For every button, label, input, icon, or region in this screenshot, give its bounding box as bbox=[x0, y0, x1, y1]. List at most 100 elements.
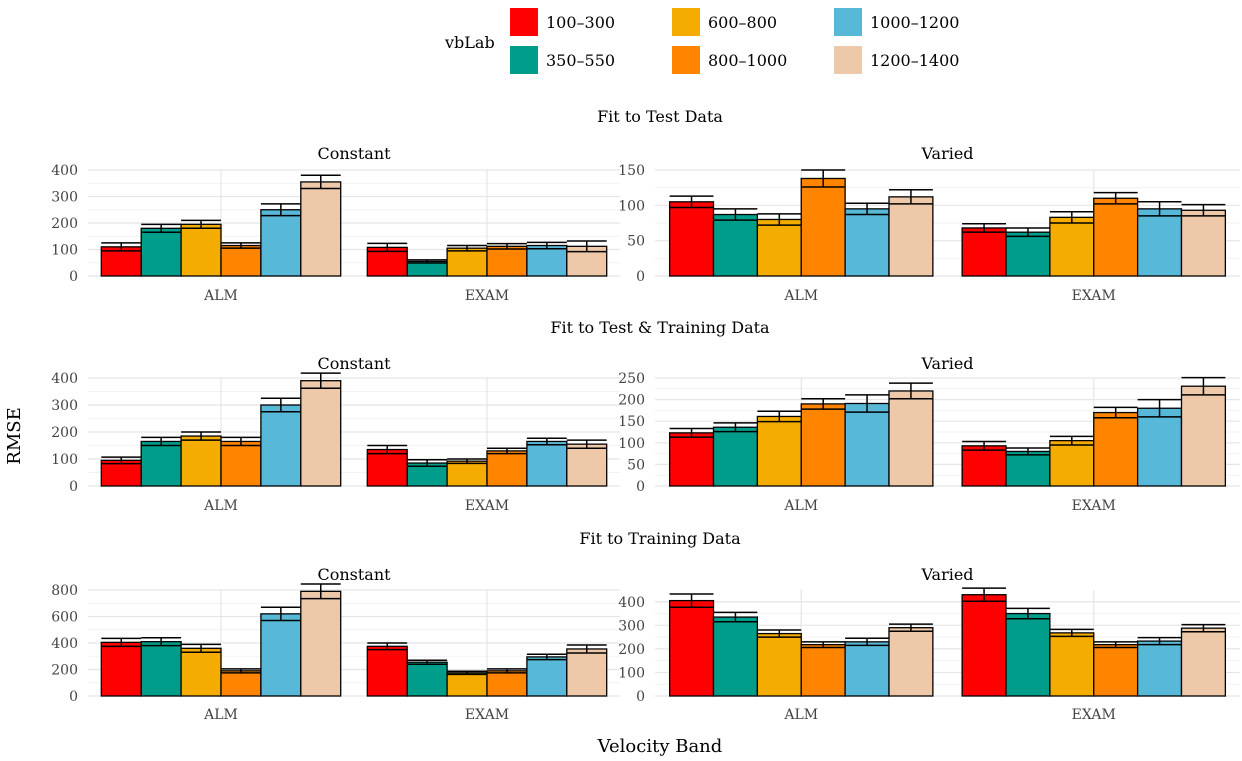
bar-exam-1 bbox=[962, 446, 1006, 486]
bar-alm-2 bbox=[714, 427, 758, 486]
y-tick-label: 0 bbox=[69, 689, 78, 705]
bar-alm-3 bbox=[181, 648, 221, 696]
bar-exam-2 bbox=[1006, 451, 1050, 486]
y-tick-label: 300 bbox=[618, 618, 645, 634]
bar-exam-1 bbox=[367, 450, 407, 486]
bar-exam-2 bbox=[1006, 232, 1050, 276]
y-tick-label: 100 bbox=[618, 436, 645, 452]
y-tick-label: 150 bbox=[618, 163, 645, 179]
x-tick-label-alm: ALM bbox=[203, 707, 238, 723]
legend-label-4: 800–1000 bbox=[708, 51, 787, 70]
x-tick-label-exam: EXAM bbox=[1072, 288, 1116, 304]
bar-exam-3 bbox=[1050, 633, 1094, 696]
x-tick-label-alm: ALM bbox=[203, 288, 238, 304]
bar-exam-4 bbox=[487, 246, 527, 276]
bar-exam-3 bbox=[1050, 441, 1094, 486]
bar-exam-3 bbox=[1050, 217, 1094, 276]
bar-alm-5 bbox=[261, 614, 301, 696]
bar-exam-2 bbox=[1006, 614, 1050, 696]
y-tick-label: 150 bbox=[618, 414, 645, 430]
y-tick-label: 0 bbox=[636, 479, 645, 495]
bar-alm-3 bbox=[757, 634, 801, 696]
x-tick-label-alm: ALM bbox=[203, 498, 238, 514]
y-tick-label: 0 bbox=[636, 689, 645, 705]
bar-alm-3 bbox=[757, 219, 801, 276]
bar-alm-4 bbox=[801, 404, 845, 486]
bar-alm-6 bbox=[889, 628, 933, 696]
panel-1-constant: Constant 0 100 200 300 400 ALM EXAM bbox=[51, 144, 620, 304]
bar-exam-2 bbox=[407, 662, 447, 696]
x-tick-label-alm: ALM bbox=[783, 498, 818, 514]
bar-alm-6 bbox=[889, 391, 933, 486]
panel-title: Constant bbox=[317, 144, 391, 163]
y-tick-label: 400 bbox=[618, 595, 645, 611]
x-axis-title: Velocity Band bbox=[597, 736, 723, 757]
bar-exam-5 bbox=[527, 441, 567, 486]
legend-swatch-4 bbox=[672, 46, 700, 74]
row-title-2: Fit to Test & Training Data bbox=[550, 318, 770, 337]
panel-3-constant: Constant0200400600800ALM EXAM bbox=[51, 565, 620, 723]
panel-title: Constant bbox=[317, 354, 391, 373]
x-tick-label-exam: EXAM bbox=[1072, 498, 1116, 514]
panels: Fit to Test Data Constant 0 100 200 300 400 ALM… bbox=[51, 107, 1240, 723]
y-tick-label: 200 bbox=[51, 663, 78, 679]
bar-alm-4 bbox=[221, 441, 261, 486]
bar-alm-4 bbox=[221, 671, 261, 696]
panel-title: Varied bbox=[920, 565, 973, 584]
legend-title: vbLab bbox=[444, 33, 495, 52]
panel-title: Varied bbox=[920, 354, 973, 373]
bar-alm-2 bbox=[714, 215, 758, 276]
legend-label-3: 600–800 bbox=[708, 13, 777, 32]
panel-3-varied: Varied 0 100 200 300 400 ALM EXAM bbox=[618, 565, 1240, 723]
bar-alm-5 bbox=[261, 210, 301, 276]
bar-exam-4 bbox=[1094, 645, 1138, 696]
x-tick-label-exam: EXAM bbox=[465, 498, 509, 514]
panel-title: Varied bbox=[920, 144, 973, 163]
y-tick-label: 800 bbox=[51, 583, 78, 599]
bar-exam-6 bbox=[1182, 628, 1226, 696]
bar-exam-5 bbox=[527, 246, 567, 276]
y-tick-label: 0 bbox=[636, 269, 645, 285]
bar-exam-4 bbox=[1094, 413, 1138, 486]
legend-swatch-5 bbox=[834, 8, 862, 36]
y-tick-label: 0 bbox=[69, 479, 78, 495]
y-tick-label: 600 bbox=[51, 610, 78, 626]
x-tick-label-alm: ALM bbox=[783, 707, 818, 723]
y-tick-label: 400 bbox=[51, 163, 78, 179]
y-tick-label: 50 bbox=[627, 457, 645, 473]
bar-alm-6 bbox=[889, 197, 933, 276]
y-axis-title: RMSE bbox=[4, 407, 25, 464]
row-title-3: Fit to Training Data bbox=[579, 529, 741, 548]
legend-label-6: 1200–1400 bbox=[870, 51, 959, 70]
bar-alm-3 bbox=[181, 224, 221, 276]
bar-exam-3 bbox=[447, 248, 487, 276]
bar-exam-3 bbox=[447, 673, 487, 696]
y-tick-label: 300 bbox=[51, 190, 78, 206]
y-tick-label: 200 bbox=[51, 425, 78, 441]
bar-exam-5 bbox=[1138, 209, 1182, 276]
y-tick-label: 400 bbox=[51, 371, 78, 387]
y-tick-label: 100 bbox=[51, 452, 78, 468]
bar-alm-5 bbox=[845, 403, 889, 486]
bar-alm-4 bbox=[801, 645, 845, 696]
bar-alm-1 bbox=[670, 202, 714, 276]
bar-alm-4 bbox=[801, 178, 845, 276]
bar-alm-5 bbox=[261, 405, 301, 486]
bar-exam-1 bbox=[962, 595, 1006, 696]
y-tick-label: 200 bbox=[51, 216, 78, 232]
y-tick-label: 200 bbox=[618, 393, 645, 409]
legend-label-1: 100–300 bbox=[546, 13, 615, 32]
bar-alm-2 bbox=[714, 617, 758, 696]
bar-exam-4 bbox=[1094, 198, 1138, 276]
bar-alm-1 bbox=[101, 642, 141, 696]
y-tick-label: 300 bbox=[51, 398, 78, 414]
legend-swatch-2 bbox=[510, 46, 538, 74]
legend-label-5: 1000–1200 bbox=[870, 13, 959, 32]
x-tick-label-alm: ALM bbox=[783, 288, 818, 304]
y-tick-label: 100 bbox=[51, 243, 78, 259]
bar-alm-2 bbox=[141, 642, 181, 696]
bar-alm-3 bbox=[181, 436, 221, 486]
legend-swatch-6 bbox=[834, 46, 862, 74]
row-title-1: Fit to Test Data bbox=[597, 107, 723, 126]
